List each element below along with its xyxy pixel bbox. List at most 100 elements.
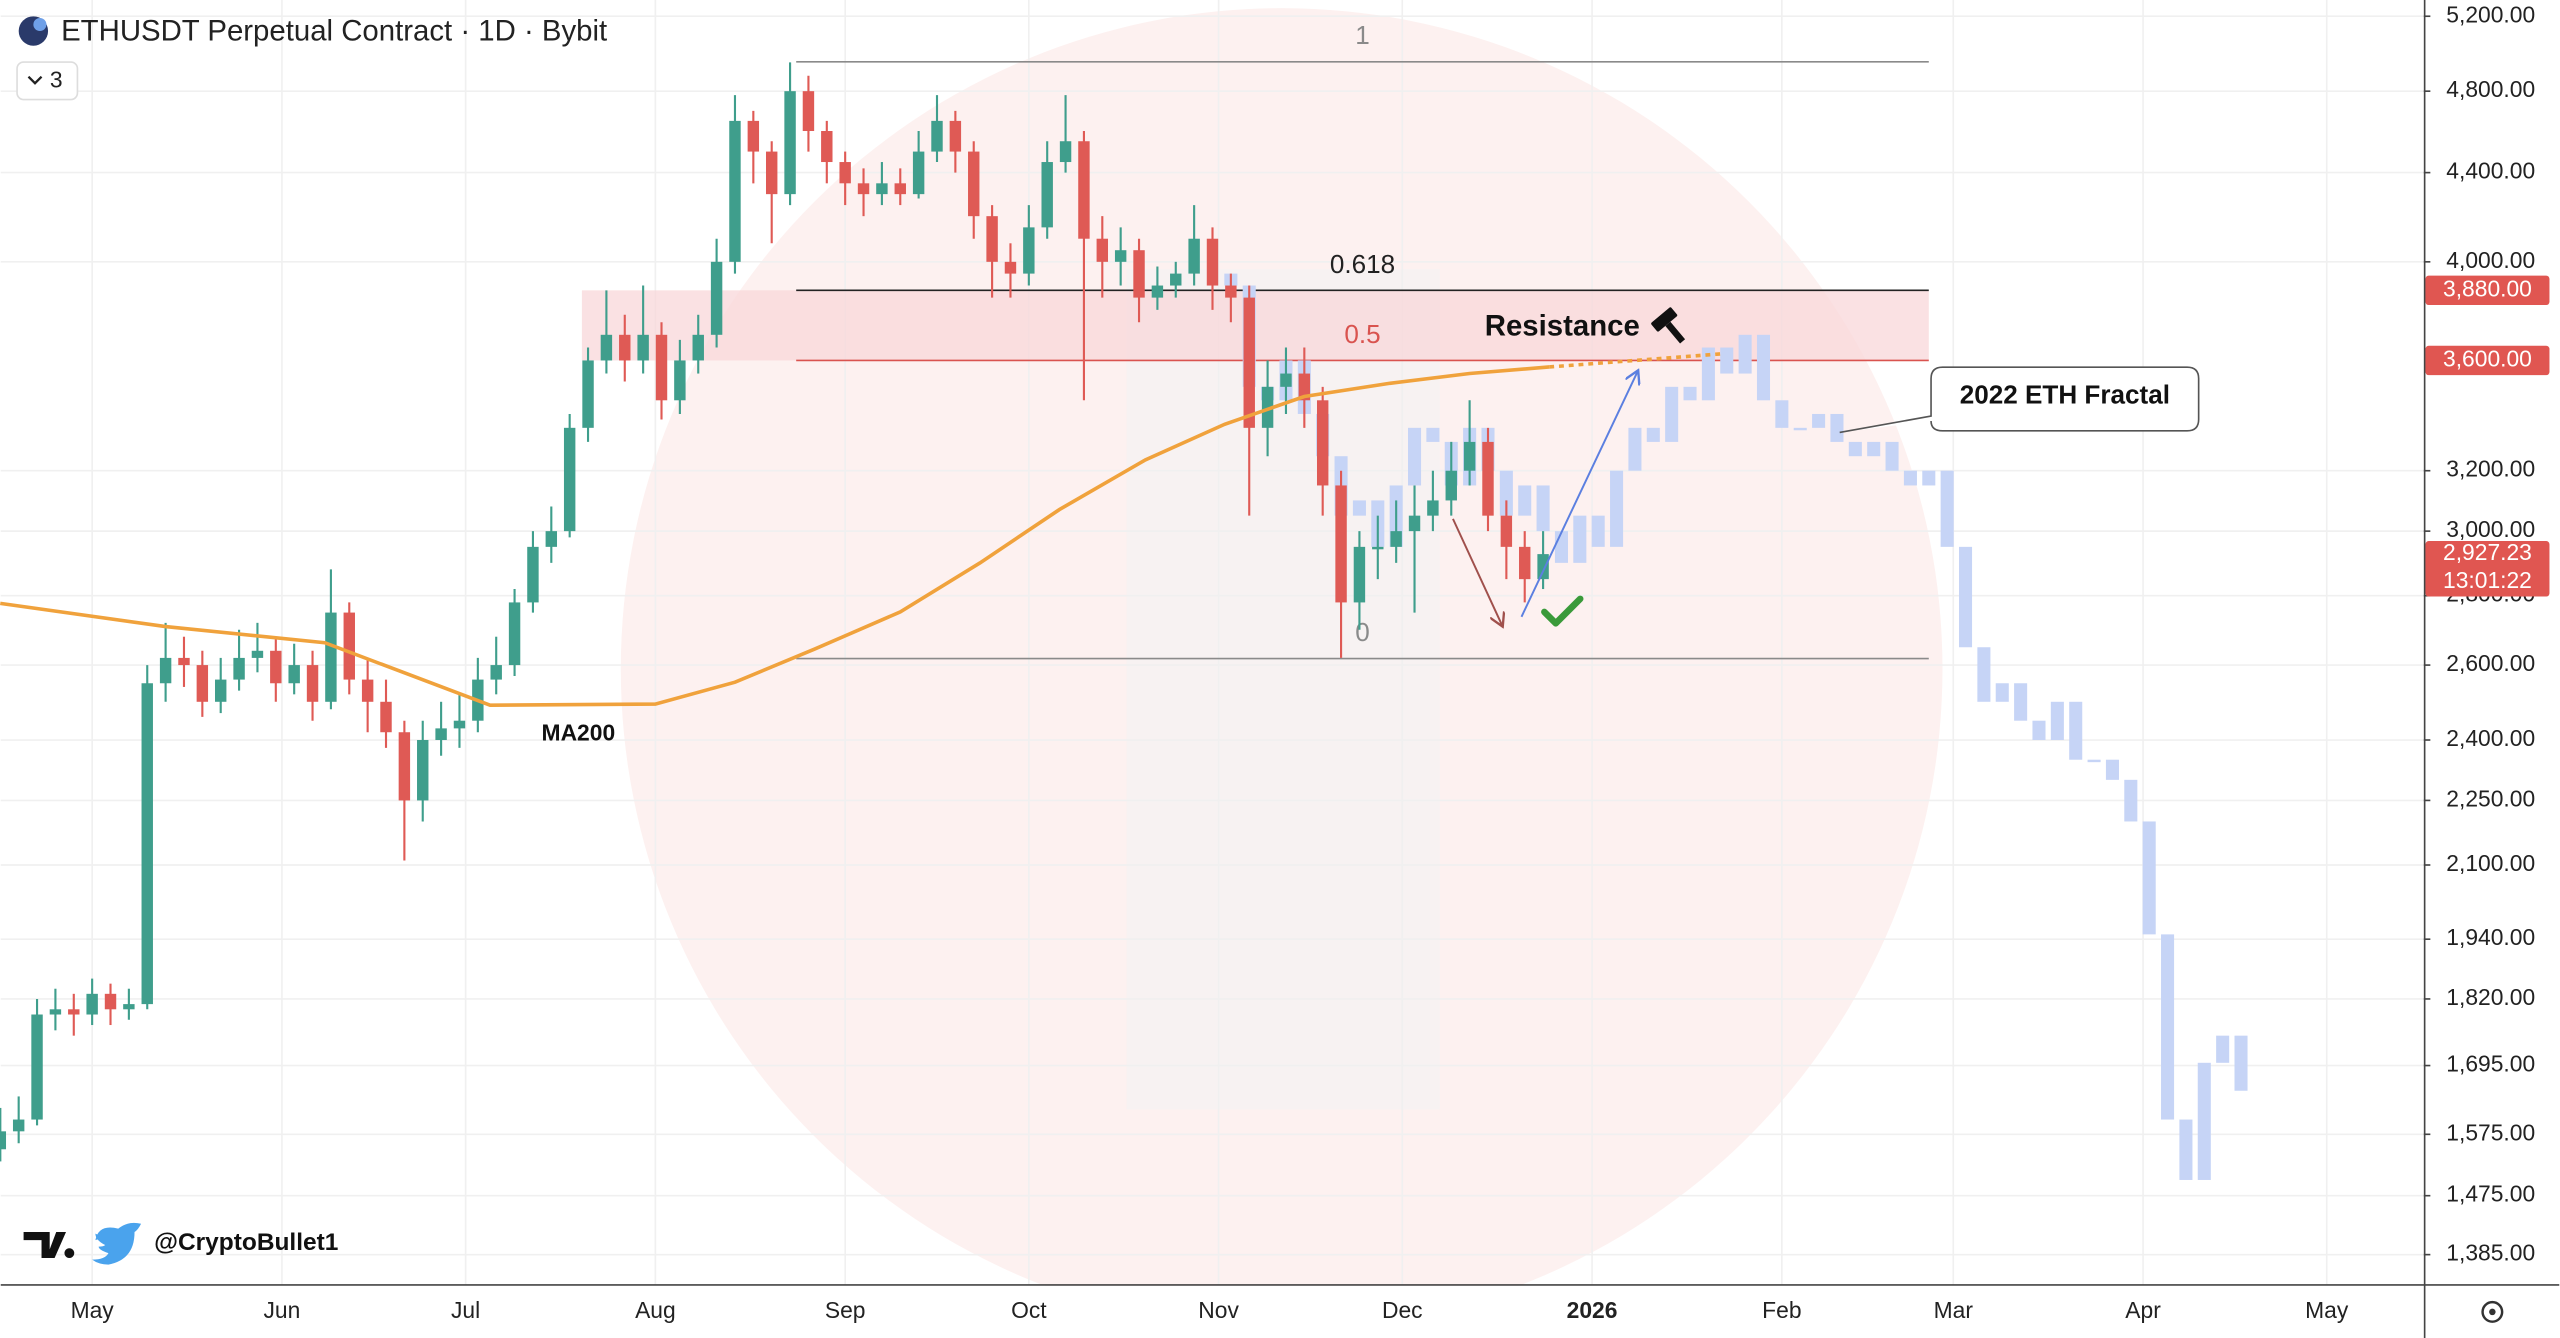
candle-body (619, 334, 631, 361)
fractal-body (2216, 1035, 2230, 1063)
settings-button[interactable] (2481, 1300, 2504, 1323)
fractal-body (1646, 427, 1660, 442)
candle-body (729, 120, 741, 262)
fractal-body (1408, 427, 1422, 486)
candle-body (343, 612, 355, 680)
candle-body (821, 131, 833, 163)
candle-body (857, 183, 870, 195)
fractal-body (1848, 441, 1862, 457)
indicator-toggle[interactable]: 3 (16, 61, 79, 101)
fractal-body (2179, 1119, 2193, 1180)
candle-body (104, 993, 117, 1010)
fractal-body (2161, 934, 2175, 1120)
price-tag (2425, 345, 2550, 376)
candle-body (251, 650, 264, 658)
candle-body (306, 665, 319, 702)
candle-body (1170, 273, 1182, 286)
fractal-body (2234, 1035, 2248, 1091)
y-tick-label: 1,940.00 (2446, 924, 2535, 950)
candle-body (508, 602, 521, 666)
candle-body (1463, 441, 1476, 471)
fractal-body (1499, 470, 1513, 516)
check-mark (1541, 595, 1584, 627)
candle-body (747, 120, 760, 152)
candle-body (876, 183, 888, 195)
fractal-body (1536, 485, 1550, 532)
candle-body (1408, 515, 1421, 532)
x-tick-label: Jun (264, 1297, 301, 1323)
candle-body (0, 1131, 7, 1150)
candle-body (637, 334, 649, 361)
candle-body (325, 612, 337, 702)
y-tick-label: 2,600.00 (2446, 650, 2535, 676)
y-tick-label: 1,695.00 (2446, 1051, 2535, 1077)
price-tag (2425, 275, 2550, 306)
candle-body (1482, 441, 1494, 516)
fractal-body (2142, 821, 2156, 935)
fractal-body (1867, 441, 1881, 457)
tv-logo (23, 1231, 75, 1259)
candle-body (765, 151, 778, 195)
branding: @CryptoBullet1 (23, 1222, 338, 1265)
candle-body (545, 531, 558, 547)
fib-label: 1 (1355, 20, 1370, 50)
x-tick-label: Sep (825, 1297, 866, 1323)
candle-body (141, 683, 153, 1005)
fib-label: 0 (1355, 617, 1370, 647)
y-tick-label: 4,400.00 (2446, 158, 2535, 184)
candle-body (710, 261, 723, 335)
candle-body (1004, 261, 1017, 274)
candle-body (1316, 400, 1329, 486)
annotations: Resistance MA200 2022 ETH Fractal (542, 307, 2200, 745)
candle-body (527, 546, 539, 603)
fractal-body (1683, 386, 1697, 401)
candle-body (784, 91, 796, 195)
y-tick-label: 3,200.00 (2446, 456, 2535, 482)
twitter-logo (92, 1222, 142, 1265)
fractal-body (1885, 441, 1899, 471)
last-price-tag (2425, 541, 2550, 597)
fractal-body (1830, 413, 1844, 442)
candle-body (1537, 554, 1549, 580)
x-tick-label: Nov (1198, 1297, 1239, 1323)
x-tick-label: Oct (1011, 1297, 1047, 1323)
candle-body (1133, 250, 1145, 298)
fractal-body (1701, 347, 1715, 401)
candle-body (68, 1009, 80, 1015)
fractal-body (1665, 386, 1679, 442)
y-tick-label: 1,385.00 (2446, 1240, 2535, 1266)
fractal-body (1756, 334, 1771, 401)
candle-body (380, 701, 392, 733)
candle-body (1261, 386, 1274, 428)
x-tick-label: Jul (451, 1297, 480, 1323)
ma-line (0, 365, 1550, 708)
fractal-body (1573, 515, 1587, 563)
candle-body (931, 120, 943, 152)
price-tag-label: 3,880.00 (2443, 275, 2532, 301)
candle-body (674, 360, 686, 401)
fib-label: 0.5 (1344, 319, 1380, 349)
candle-body (123, 1004, 135, 1010)
fractal-body (2069, 701, 2083, 760)
fractal-body (1958, 546, 1973, 648)
settings-icon[interactable] (2481, 1300, 2504, 1323)
candle-body (1078, 141, 1090, 239)
indicator-toggle-box[interactable] (16, 61, 79, 101)
candle-body (159, 657, 172, 684)
y-tick-label: 1,475.00 (2446, 1181, 2535, 1207)
ma-label: MA200 (542, 719, 616, 745)
fractal-body (1720, 347, 1734, 374)
fractal-body (2124, 779, 2138, 822)
candle-body (1151, 285, 1164, 298)
candle-body (1390, 531, 1402, 547)
fractal-body (1610, 470, 1624, 547)
fractal-body (2105, 759, 2119, 780)
candle-body (1353, 546, 1366, 603)
candle-body (1096, 238, 1109, 262)
fractal-body (1554, 531, 1568, 563)
candle-body (270, 650, 282, 684)
candle-body (1280, 373, 1292, 387)
fractal-body (1775, 400, 1789, 428)
fractal-body (2087, 759, 2101, 763)
candle-body (894, 183, 906, 195)
